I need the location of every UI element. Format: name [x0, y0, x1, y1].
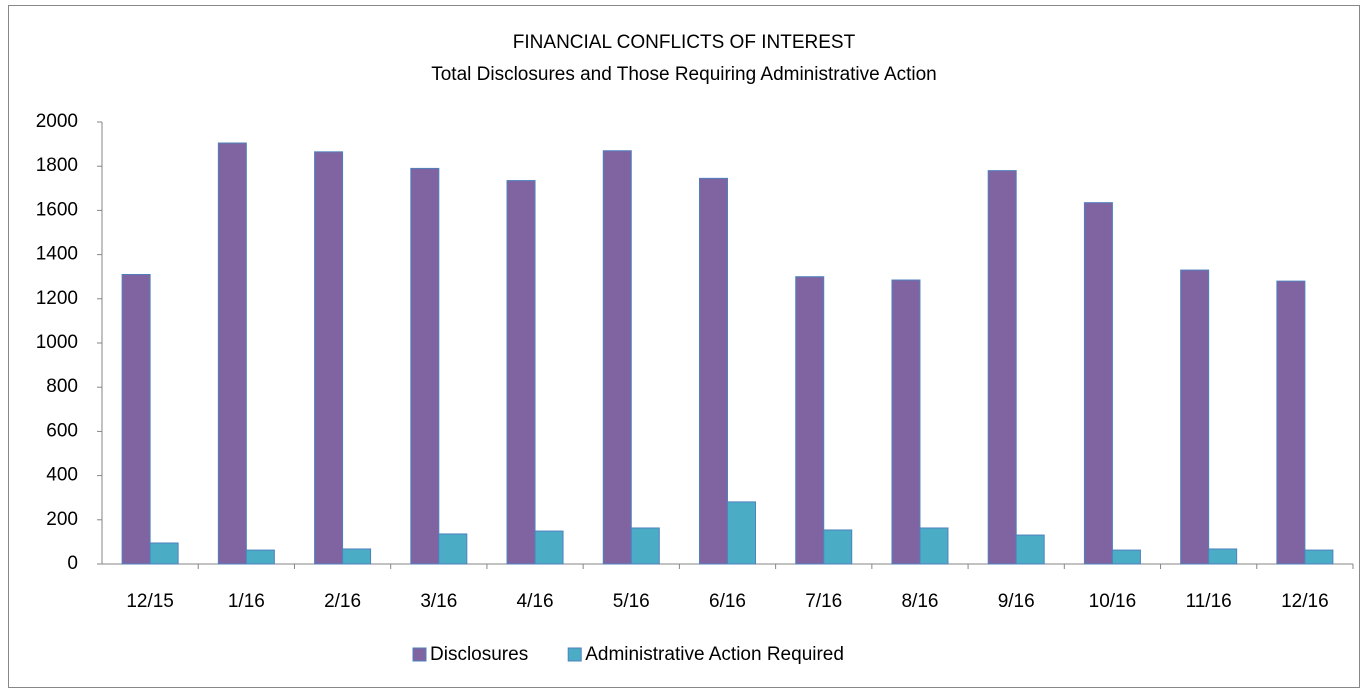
- y-tick-label: 400: [46, 465, 78, 486]
- bar: [919, 527, 949, 565]
- y-tick-label: 1800: [36, 155, 78, 176]
- bar: [534, 530, 564, 565]
- x-tick-label: 10/16: [1089, 591, 1137, 612]
- bar: [1276, 280, 1306, 565]
- x-tick-label: 2/16: [324, 591, 361, 612]
- x-tick-label: 11/16: [1186, 591, 1232, 612]
- bar: [438, 533, 468, 565]
- x-tick-label: 9/16: [998, 591, 1035, 612]
- y-tick-label: 2000: [36, 111, 78, 132]
- legend-swatch: [412, 647, 427, 662]
- chart-subtitle: Total Disclosures and Those Requiring Ad…: [431, 64, 937, 85]
- chart-border: [8, 5, 1360, 688]
- y-tick-label: 200: [46, 509, 78, 530]
- legend-swatch: [567, 647, 582, 662]
- x-tick-label: 8/16: [901, 591, 938, 612]
- bar: [1083, 202, 1113, 565]
- x-tick-label: 6/16: [709, 591, 746, 612]
- bar: [602, 150, 632, 565]
- chart-title: FINANCIAL CONFLICTS OF INTEREST: [513, 32, 856, 53]
- legend-label: Disclosures: [430, 644, 528, 665]
- bar: [1208, 548, 1238, 565]
- bar: [699, 177, 728, 565]
- y-tick-label: 600: [46, 420, 78, 441]
- bar: [1180, 269, 1210, 565]
- bar: [823, 529, 853, 565]
- bar: [149, 542, 179, 565]
- y-tick-label: 1200: [36, 288, 78, 309]
- bar: [630, 527, 660, 565]
- x-tick-label: 7/16: [805, 591, 842, 612]
- x-tick-label: 1/16: [228, 591, 265, 612]
- legend-label: Administrative Action Required: [585, 644, 844, 665]
- bar: [1111, 549, 1141, 565]
- bar: [342, 548, 372, 565]
- x-tick-label: 5/16: [613, 591, 650, 612]
- bar: [245, 549, 275, 565]
- y-tick-label: 800: [46, 376, 78, 397]
- bar: [891, 279, 921, 565]
- x-tick-label: 12/15: [126, 591, 174, 612]
- x-tick-label: 12/16: [1281, 591, 1329, 612]
- bar: [121, 273, 151, 565]
- x-tick-label: 4/16: [517, 591, 554, 612]
- bar: [314, 151, 344, 565]
- bar: [1015, 534, 1045, 565]
- bar: [410, 167, 440, 565]
- bar: [987, 170, 1017, 565]
- bar: [506, 180, 536, 565]
- y-tick-label: 1000: [36, 332, 78, 353]
- bar: [727, 501, 756, 565]
- y-tick-label: 1600: [36, 199, 78, 220]
- y-tick-label: 0: [67, 553, 78, 574]
- bar: [217, 142, 247, 565]
- y-tick-label: 1400: [36, 244, 78, 265]
- x-tick-label: 3/16: [420, 591, 457, 612]
- bar: [795, 276, 825, 565]
- bar: [1304, 549, 1334, 565]
